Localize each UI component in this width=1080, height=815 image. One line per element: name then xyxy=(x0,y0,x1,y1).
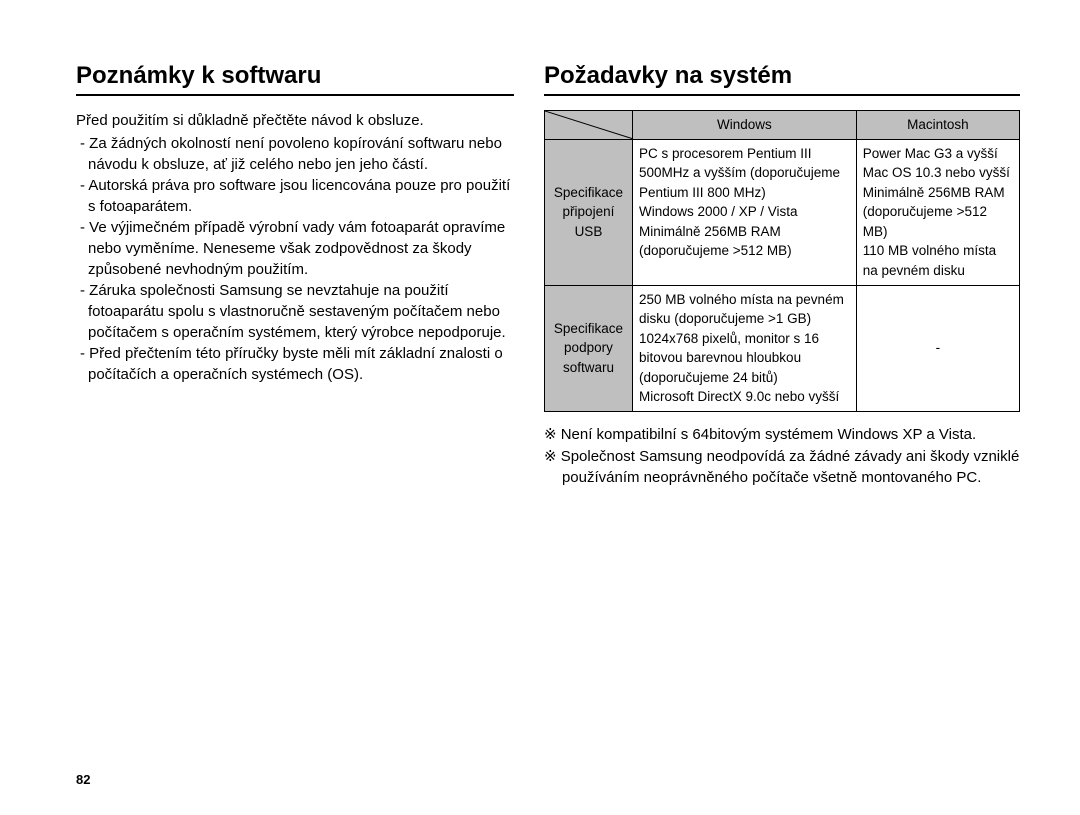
bullet-item: - Záruka společnosti Samsung se nevztahu… xyxy=(76,280,514,343)
table-row-label: Specifikace připojení USB xyxy=(544,139,632,285)
table-cell-windows: 250 MB volného místa na pevném disku (do… xyxy=(632,285,856,411)
system-requirements-table: Windows Macintosh Specifikace připojení … xyxy=(544,110,1020,412)
right-column: Požadavky na systém Windows Macintosh Sp… xyxy=(544,62,1020,489)
bullet-item: - Ve výjimečném případě výrobní vady vám… xyxy=(76,217,514,280)
table-row-label: Specifikace podpory softwaru xyxy=(544,285,632,411)
left-bullet-list: - Za žádných okolností není povoleno kop… xyxy=(76,133,514,385)
bullet-item: - Autorská práva pro software jsou licen… xyxy=(76,175,514,217)
footnote-item: ※ Společnost Samsung neodpovídá za žádné… xyxy=(544,446,1020,490)
table-cell-windows: PC s procesorem Pentium III 500MHz a vyš… xyxy=(632,139,856,285)
table-row: Specifikace podpory softwaru 250 MB voln… xyxy=(544,285,1019,411)
table-cell-mac: - xyxy=(856,285,1019,411)
bullet-item: - Za žádných okolností není povoleno kop… xyxy=(76,133,514,175)
left-column: Poznámky k softwaru Před použitím si důk… xyxy=(76,62,514,489)
two-column-layout: Poznámky k softwaru Před použitím si důk… xyxy=(76,62,1020,489)
table-row: Specifikace připojení USB PC s procesore… xyxy=(544,139,1019,285)
table-header-row: Windows Macintosh xyxy=(544,111,1019,140)
left-section-title: Poznámky k softwaru xyxy=(76,62,514,96)
left-intro-text: Před použitím si důkladně přečtěte návod… xyxy=(76,110,514,131)
table-cell-mac: Power Mac G3 a vyššíMac OS 10.3 nebo vyš… xyxy=(856,139,1019,285)
footnote-item: ※ Není kompatibilní s 64bitovým systémem… xyxy=(544,424,1020,446)
diagonal-icon xyxy=(545,111,632,139)
page: Poznámky k softwaru Před použitím si důk… xyxy=(0,0,1080,815)
page-number: 82 xyxy=(76,772,90,787)
table-col-header: Windows xyxy=(632,111,856,140)
bullet-item: - Před přečtením této příručky byste měl… xyxy=(76,343,514,385)
right-section-title: Požadavky na systém xyxy=(544,62,1020,96)
table-col-header: Macintosh xyxy=(856,111,1019,140)
footnotes: ※ Není kompatibilní s 64bitovým systémem… xyxy=(544,424,1020,489)
table-corner-cell xyxy=(544,111,632,140)
